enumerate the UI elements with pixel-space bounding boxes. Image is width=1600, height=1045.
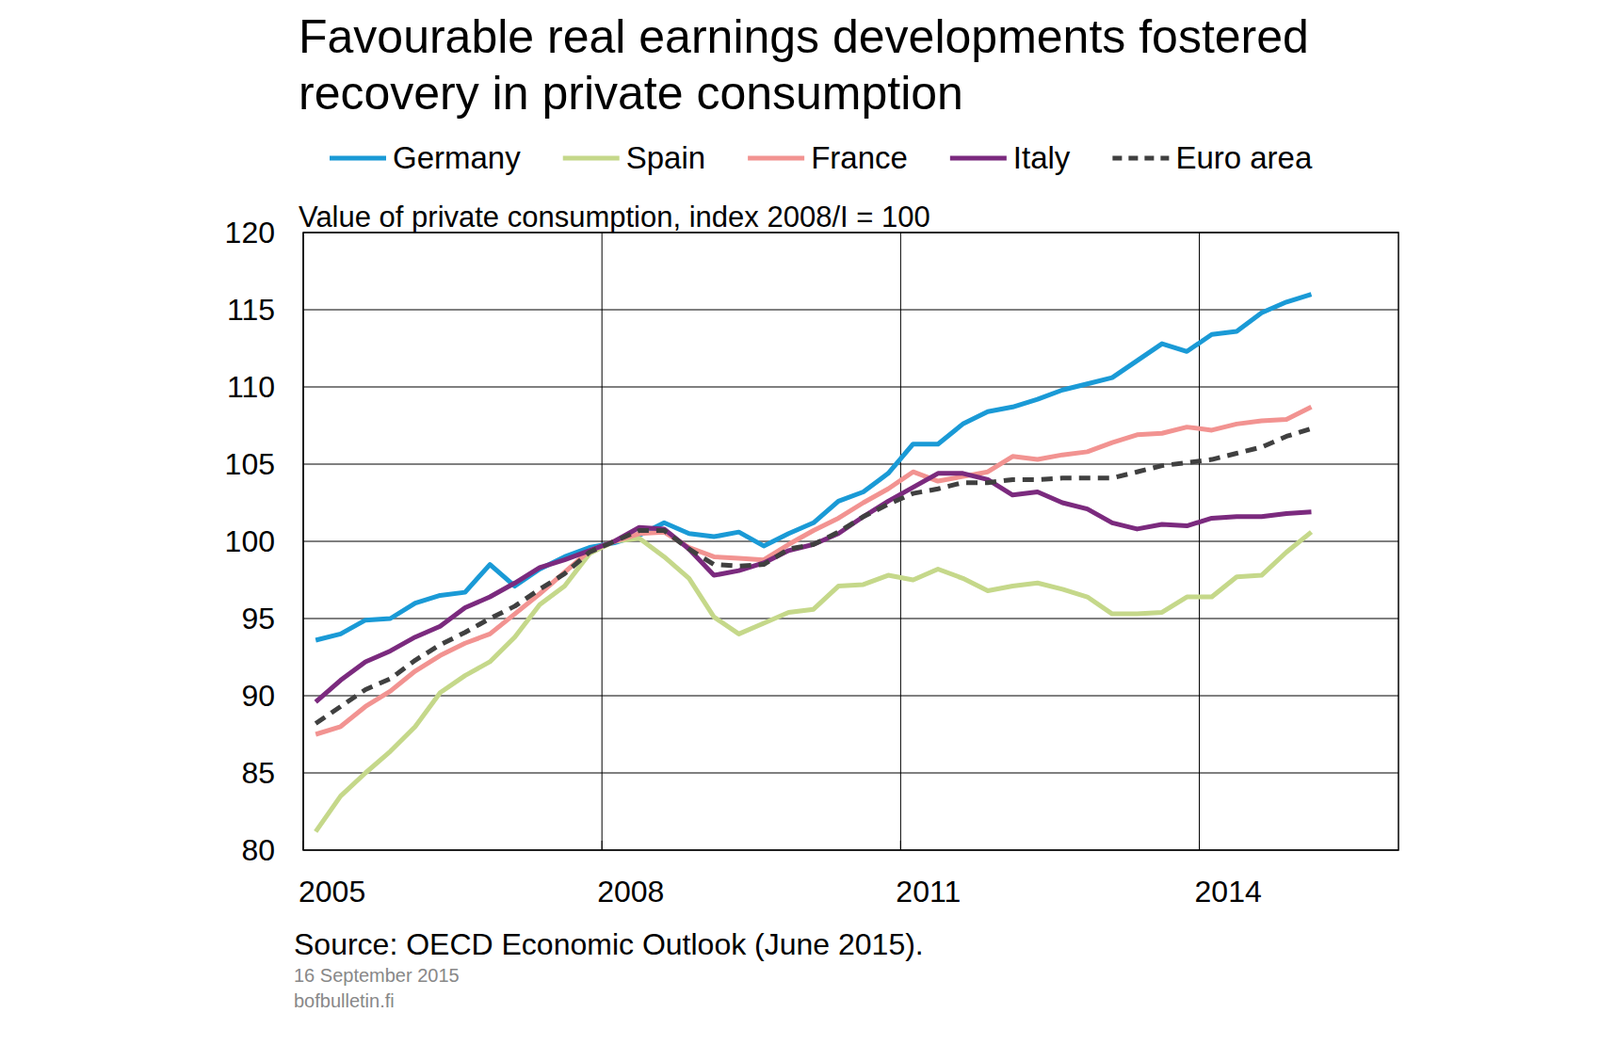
legend-item: Italy	[950, 140, 1071, 176]
title: Favourable real earnings developments fo…	[298, 10, 1310, 120]
subtitle: Value of private consumption, index 2008…	[298, 200, 931, 234]
grid-line	[1198, 232, 1200, 851]
y-tick-label: 115	[226, 292, 275, 327]
grid-line	[303, 464, 1399, 466]
x-tick-label: 2005	[298, 874, 366, 909]
legend-label: Euro area	[1175, 140, 1313, 176]
grid-line	[303, 387, 1399, 388]
x-tick-label: 2011	[895, 874, 961, 909]
series-line	[315, 473, 1311, 703]
y-tick-label: 110	[226, 370, 275, 405]
legend-swatch	[329, 156, 387, 162]
legend-item: France	[747, 140, 908, 176]
series-line	[315, 428, 1311, 724]
y-tick-label: 120	[225, 215, 275, 250]
legend-label: Spain	[626, 140, 706, 176]
x-tick	[601, 840, 603, 851]
plot-area	[303, 232, 1399, 851]
y-tick-label: 80	[241, 833, 275, 868]
legend-item: Germany	[329, 140, 521, 176]
grid-line	[303, 309, 1399, 311]
legend-item: Euro area	[1112, 140, 1313, 176]
legend-label: Germany	[392, 140, 521, 176]
y-tick-label: 95	[241, 601, 275, 636]
website: bofbulletin.fi	[293, 990, 395, 1012]
legend-swatch	[563, 156, 620, 162]
grid-line	[303, 695, 1399, 697]
grid-line	[900, 232, 902, 851]
y-tick-label: 90	[241, 678, 275, 713]
legend-swatch	[1112, 156, 1169, 162]
series-group	[315, 294, 1311, 833]
legend-swatch	[950, 156, 1007, 162]
x-tick-label: 2014	[1195, 874, 1262, 909]
x-tick-label: 2008	[597, 874, 664, 909]
grid-line	[303, 541, 1399, 543]
legend-label: France	[810, 140, 908, 176]
chart: Favourable real earnings developments fo…	[0, 0, 1600, 1045]
plot-frame	[303, 232, 1399, 851]
grid-line	[303, 618, 1399, 620]
y-tick-label: 105	[225, 447, 275, 482]
x-tick	[1198, 840, 1200, 851]
y-tick-label: 85	[241, 756, 275, 791]
series-line	[315, 532, 1311, 832]
x-tick	[900, 840, 902, 851]
series-line	[315, 406, 1311, 735]
y-tick-label: 100	[225, 524, 275, 559]
source: Source: OECD Economic Outlook (June 2015…	[293, 927, 924, 962]
legend-item: Spain	[563, 140, 706, 176]
legend-label: Italy	[1013, 140, 1071, 176]
legend-swatch	[747, 156, 805, 162]
grid-line	[303, 773, 1399, 775]
date: 16 September 2015	[293, 965, 460, 986]
grid-line	[601, 232, 603, 851]
